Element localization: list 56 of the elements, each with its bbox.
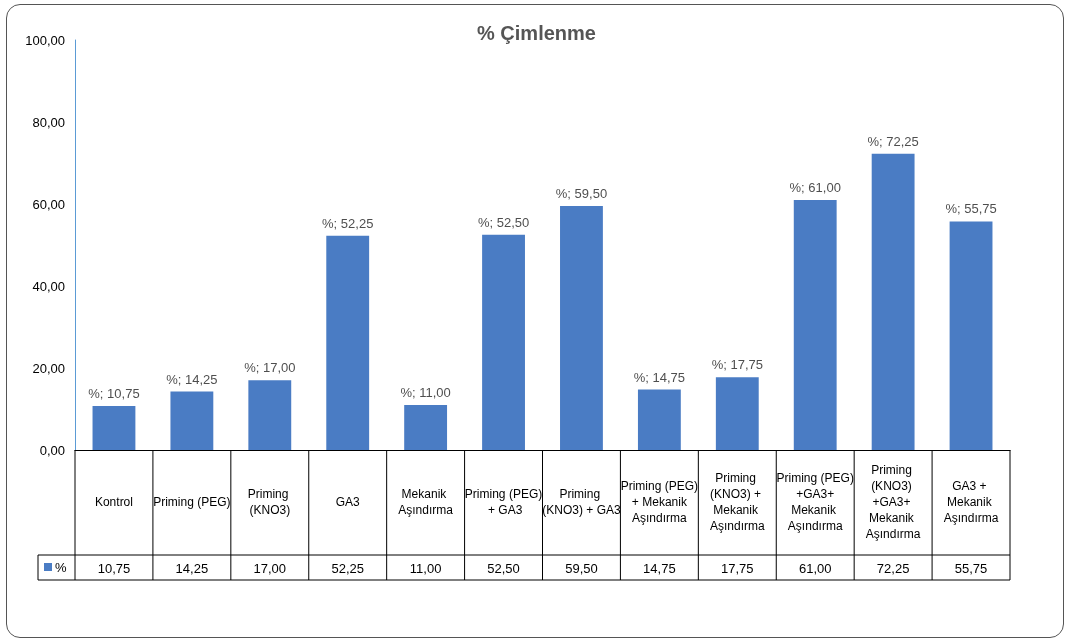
legend-label: %	[55, 559, 67, 575]
data-label: 55,75	[954, 561, 988, 576]
bar	[326, 235, 370, 450]
x-tick-label: Priming (PEG) + GA3	[464, 487, 543, 517]
data-label: 52,50	[487, 561, 520, 576]
x-tick-label: GA3 + Mekanik Aşındırma	[943, 479, 999, 525]
bar	[871, 153, 915, 450]
y-tick-label: 80,00	[32, 114, 65, 130]
annotation: %; 14,25	[166, 371, 218, 387]
x-tick-label: Priming (PEG)	[153, 495, 231, 509]
data-label: 10,75	[97, 561, 131, 576]
data-label: 61,00	[798, 561, 832, 576]
y-tick-label: 20,00	[32, 360, 65, 376]
annotation: %; 10,75	[88, 385, 140, 401]
bar	[637, 389, 681, 450]
annotation: %; 17,75	[711, 357, 763, 373]
data-label: 14,25	[175, 561, 209, 576]
data-label: 14,75	[643, 561, 676, 576]
annotation: %; 55,75	[945, 201, 997, 217]
annotation: %; 52,25	[322, 215, 374, 231]
bar	[560, 206, 603, 450]
data-label: 59,50	[565, 561, 598, 576]
data-label: 11,00	[409, 561, 442, 576]
bar	[949, 221, 993, 450]
y-tick-label: 100,00	[25, 32, 65, 48]
bar	[715, 377, 759, 450]
bar	[248, 380, 292, 450]
bar	[92, 405, 136, 450]
annotation: %; 52,50	[477, 214, 530, 230]
data-label: 17,75	[721, 561, 754, 576]
data-label: 52,25	[331, 561, 364, 576]
bar	[404, 404, 448, 450]
bar	[793, 199, 837, 450]
y-tick-label: 60,00	[32, 196, 65, 212]
x-tick-label: Priming (KNO3) +GA3+ Mekanik Aşındırma	[865, 463, 921, 541]
x-tick-label: Priming (PEG) +GA3+ Mekanik Aşındırma	[776, 471, 854, 533]
data-label: 17,00	[253, 561, 287, 576]
x-tick-label: Priming (KNO3) + Mekanik Aşındırma	[709, 471, 765, 533]
annotation: %; 11,00	[400, 384, 451, 400]
x-tick-label: Priming (KNO3) + GA3	[542, 487, 621, 517]
y-tick-label: 40,00	[32, 278, 65, 294]
x-tick-label: Priming (PEG) + Mekanik Aşındırma	[620, 479, 699, 525]
x-tick-label: Priming (KNO3)	[247, 487, 292, 517]
annotation: %; 61,00	[789, 179, 841, 195]
annotation: %; 72,25	[867, 133, 919, 149]
bar	[482, 234, 525, 450]
annotation: %; 14,75	[633, 369, 686, 385]
bar	[170, 391, 214, 450]
annotation: %; 59,50	[555, 186, 608, 202]
y-tick-label: 0,00	[39, 442, 65, 458]
x-tick-label: Mekanik Aşındırma	[398, 487, 454, 517]
x-tick-label: GA3	[335, 495, 361, 509]
annotation: %; 17,00	[244, 360, 296, 376]
x-tick-label: Kontrol	[94, 495, 133, 509]
data-label: 72,25	[876, 561, 910, 576]
chart-title: % Çimlenme	[477, 22, 596, 44]
